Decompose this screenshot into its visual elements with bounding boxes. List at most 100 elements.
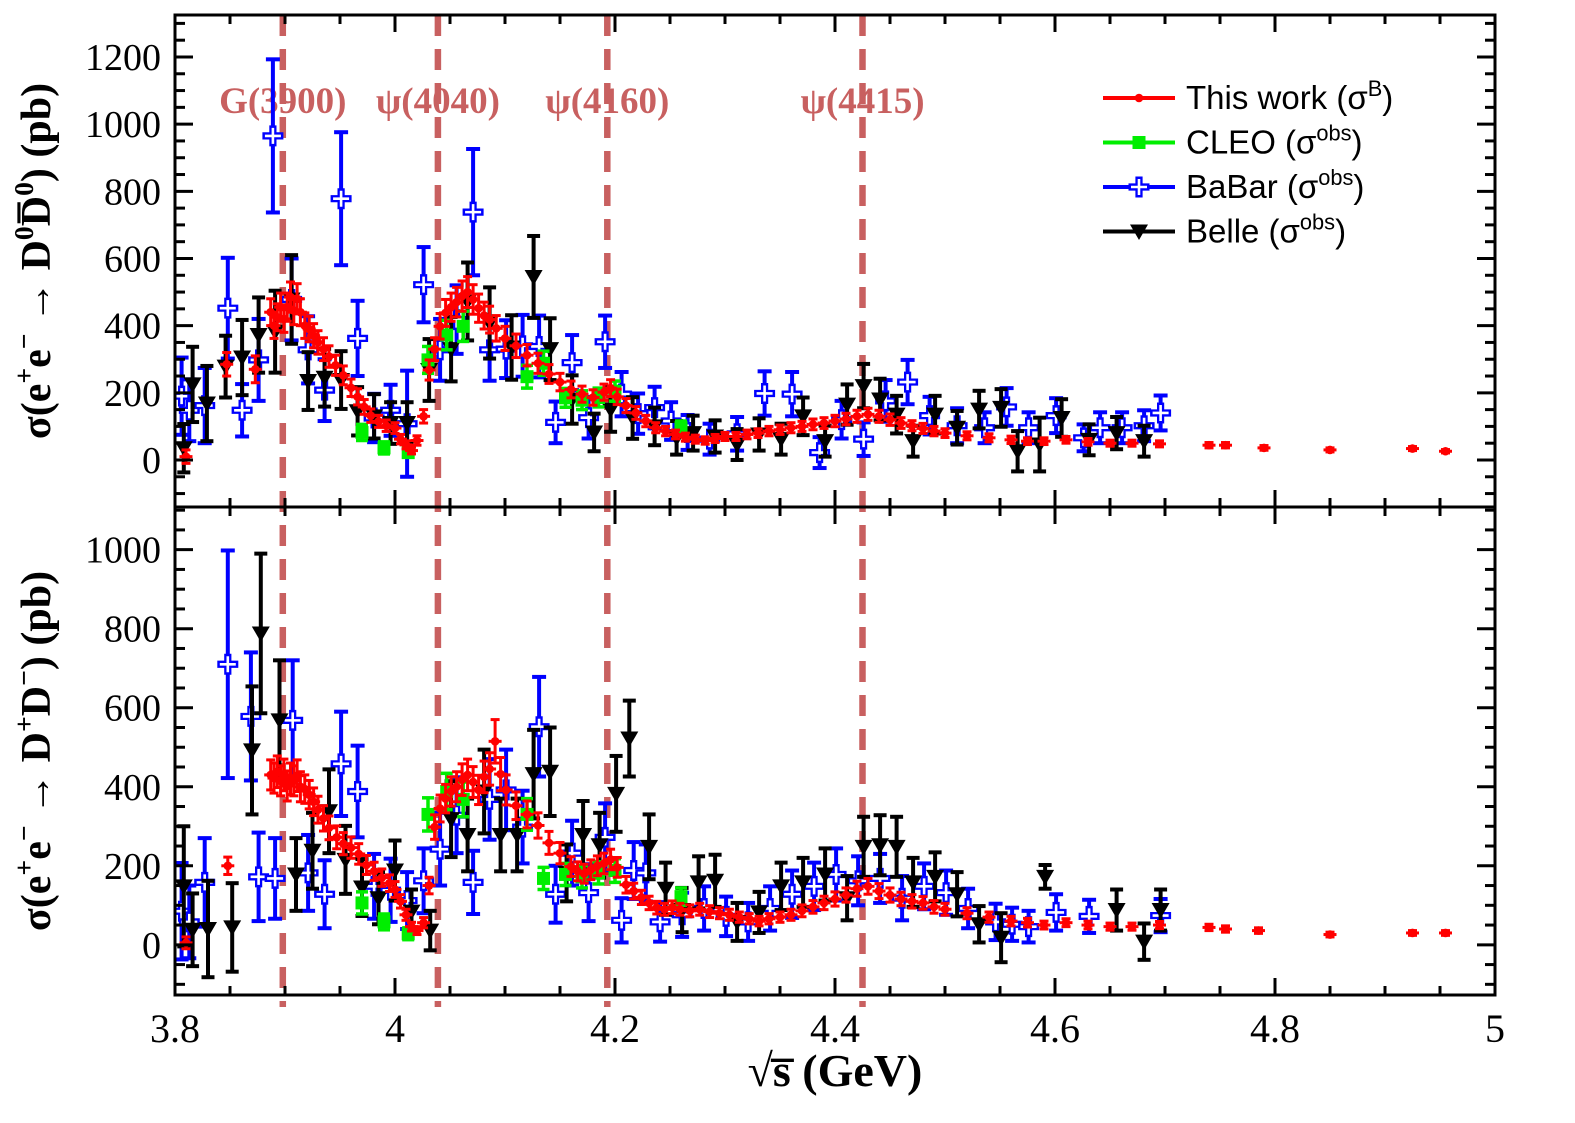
data-point-circle (735, 912, 744, 922)
panel-dpdm (175, 548, 1452, 980)
data-point-triangle (871, 838, 890, 854)
data-point-circle (441, 308, 450, 318)
data-point-cross-inner (855, 431, 872, 448)
y-tick-label: 1200 (85, 37, 161, 79)
data-point-square (520, 370, 534, 384)
data-point-cross-inner (899, 374, 916, 391)
data-point-cross-inner (1092, 419, 1109, 436)
data-point-circle (700, 436, 710, 445)
data-point-triangle (287, 867, 305, 883)
data-point-cross-inner (349, 330, 366, 347)
data-point-circle (463, 770, 472, 780)
data-point-cross-inner (181, 913, 198, 930)
legend-item-babar: BaBar (σobs) (1103, 165, 1364, 205)
data-point-circle (1204, 440, 1214, 450)
data-point-triangle (887, 839, 906, 856)
panel-frame-dd0: 0 200 400 600 800 1000 1200 σ(e+e− → D0D̅0) (pb… (8, 13, 1497, 509)
data-point-cross-inner (366, 878, 383, 895)
data-point-circle (830, 416, 840, 426)
data-point-triangle (970, 402, 989, 419)
data-point-triangle (854, 839, 873, 856)
data-point-cross-inner (828, 866, 845, 883)
data-point-square (1132, 136, 1146, 149)
data-point-circle (452, 782, 461, 792)
data-point-circle (468, 777, 478, 787)
data-point-cross-inner (316, 886, 333, 903)
legend-label: Belle (σobs) (1186, 209, 1346, 249)
data-point-square (456, 319, 470, 333)
data-point-circle (841, 890, 851, 900)
data-point-circle (819, 418, 829, 428)
data-point-cross-inner (784, 386, 801, 403)
data-point-circle (304, 324, 314, 334)
data-point-triangle (1135, 434, 1154, 450)
data-point-circle (874, 886, 884, 896)
data-point-circle (896, 418, 906, 428)
data-point-circle (407, 446, 416, 455)
data-point-circle (651, 423, 660, 433)
data-point-circle (929, 902, 939, 912)
data-point-circle (1259, 443, 1269, 453)
data-point-square (559, 391, 572, 405)
data-point-triangle (541, 764, 560, 781)
data-point-cross-inner (399, 892, 416, 909)
data-point-circle (1006, 916, 1016, 926)
data-point-triangle (926, 869, 945, 886)
data-point-triangle (904, 434, 923, 450)
data-point-cross-inner (481, 791, 498, 808)
data-point-circle (808, 420, 818, 429)
data-point-circle (435, 804, 445, 813)
series-this_work (179, 718, 1452, 951)
data-point-triangle (524, 269, 543, 286)
data-point-cross-inner (333, 755, 350, 772)
data-point-circle (819, 898, 829, 908)
data-point-cross-inner (250, 868, 267, 885)
data-point-circle (544, 838, 554, 848)
data-point-triangle (574, 827, 593, 844)
data-point-circle (1408, 928, 1417, 938)
data-point-circle (731, 432, 741, 441)
data-point-circle (511, 801, 521, 811)
data-point-triangle (601, 402, 620, 419)
data-point-cross-inner (762, 900, 779, 917)
data-point-triangle (1008, 444, 1027, 460)
data-point-circle (885, 415, 895, 424)
data-point-circle (533, 358, 543, 368)
data-point-circle (929, 426, 939, 436)
data-point-triangle (948, 887, 967, 903)
data-point-cross-inner (1081, 908, 1098, 925)
data-point-triangle (1036, 869, 1055, 886)
data-point-square (377, 915, 391, 929)
data-point-circle (339, 371, 348, 380)
data-point-cross-inner (175, 388, 190, 405)
data-point-cross-inner (284, 712, 301, 729)
data-point-circle (430, 822, 439, 832)
data-point-cross-inner (349, 783, 366, 800)
y-tick-label: 600 (104, 688, 161, 730)
data-point-triangle (251, 626, 270, 642)
data-point-square (674, 890, 688, 904)
data-point-cross-inner (333, 190, 350, 207)
data-point-triangle (689, 875, 708, 891)
data-point-circle (1127, 438, 1137, 448)
y-axis-title-dd0: σ(e+e− → D0D̅0) (pb) (8, 83, 60, 439)
data-point-circle (612, 392, 622, 402)
data-point-circle (715, 908, 724, 918)
data-point-cross-inner (637, 864, 654, 881)
data-point-circle (1083, 920, 1093, 930)
data-point-cross-inner (1131, 179, 1147, 195)
resonance-label: G(3900) (219, 81, 346, 122)
data-point-cross-inner (181, 402, 198, 419)
data-point-circle (313, 338, 323, 347)
data-point-circle (599, 387, 609, 397)
data-point-circle (390, 423, 400, 433)
data-point-cross-inner (806, 878, 823, 895)
y-axis-title-dpdm: σ(e+e− → D+D−) (pb) (8, 571, 60, 931)
data-point-cross-inner (415, 872, 432, 889)
data-point-circle (1325, 445, 1335, 455)
data-point-triangle (816, 434, 835, 450)
legend-item-this_work: This work (σB) (1103, 76, 1393, 116)
series-this_work (179, 275, 1452, 465)
x-tick-label: 4.4 (810, 1006, 860, 1051)
